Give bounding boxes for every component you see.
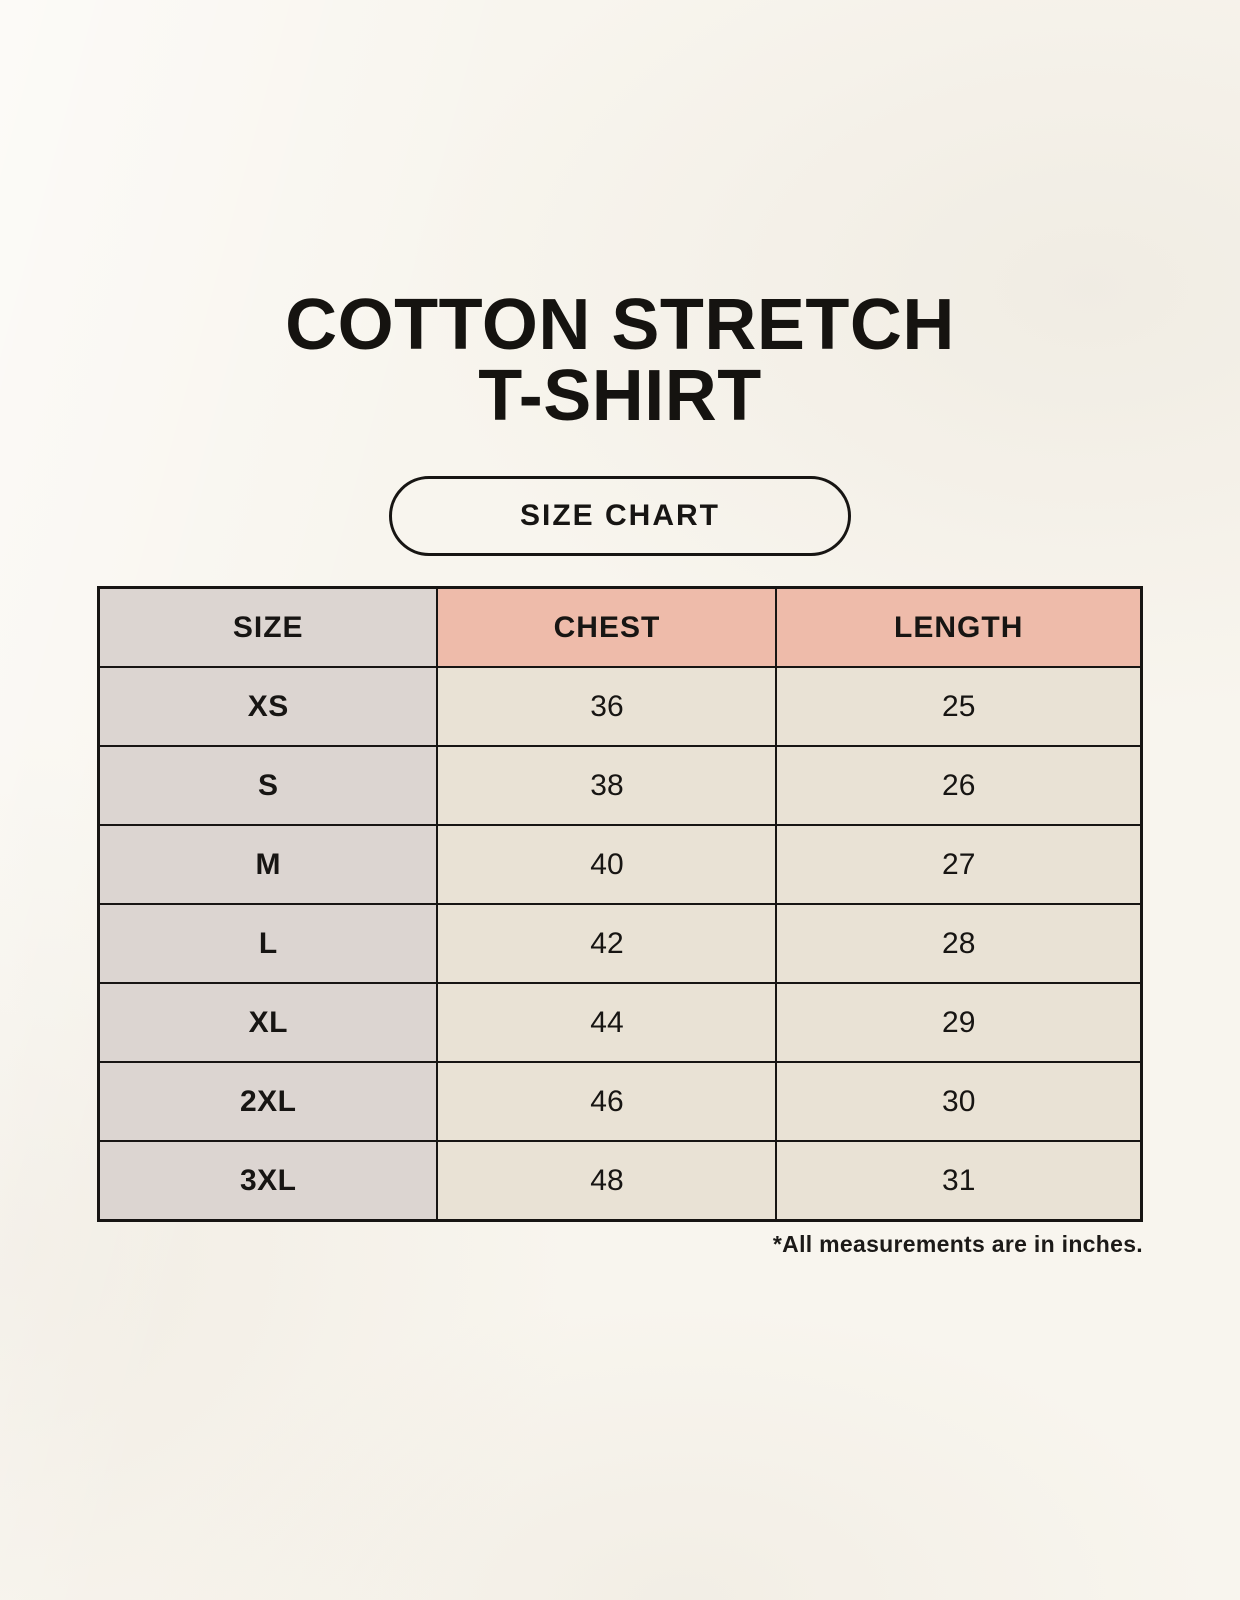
length-value: 27 [775, 824, 1143, 905]
size-table: SIZE CHEST LENGTH XS 36 25 S 38 26 M [97, 586, 1143, 1222]
size-label: XS [97, 666, 439, 747]
col-header-length: LENGTH [775, 586, 1143, 668]
title-line-2: T-SHIRT [478, 356, 762, 436]
table-row: XS 36 25 [97, 666, 1143, 747]
table-header-row: SIZE CHEST LENGTH [97, 586, 1143, 668]
footnote: *All measurements are in inches. [772, 1231, 1143, 1257]
length-value: 25 [775, 666, 1143, 747]
chest-value: 40 [436, 824, 778, 905]
col-header-chest: CHEST [436, 586, 778, 668]
table-row: 3XL 48 31 [97, 1140, 1143, 1222]
table-row: S 38 26 [97, 745, 1143, 826]
table-row: XL 44 29 [97, 982, 1143, 1063]
chest-value: 36 [436, 666, 778, 747]
table-row: L 42 28 [97, 903, 1143, 984]
length-value: 26 [775, 745, 1143, 826]
length-value: 29 [775, 982, 1143, 1063]
table-row: M 40 27 [97, 824, 1143, 905]
col-header-size: SIZE [97, 586, 439, 668]
size-label: L [97, 903, 439, 984]
title-line-1: COTTON STRETCH [285, 285, 955, 365]
page-title: COTTON STRETCH T-SHIRT [0, 0, 1240, 432]
length-value: 28 [775, 903, 1143, 984]
size-label: 3XL [97, 1140, 439, 1222]
chest-value: 42 [436, 903, 778, 984]
chest-value: 46 [436, 1061, 778, 1142]
length-value: 30 [775, 1061, 1143, 1142]
chest-value: 38 [436, 745, 778, 826]
size-label: XL [97, 982, 439, 1063]
length-value: 31 [775, 1140, 1143, 1222]
chest-value: 44 [436, 982, 778, 1063]
size-label: 2XL [97, 1061, 439, 1142]
table-row: 2XL 46 30 [97, 1061, 1143, 1142]
chest-value: 48 [436, 1140, 778, 1222]
size-chart-badge[interactable]: SIZE CHART [389, 476, 851, 556]
size-table-container: SIZE CHEST LENGTH XS 36 25 S 38 26 M [97, 586, 1143, 1258]
size-label: M [97, 824, 439, 905]
size-label: S [97, 745, 439, 826]
